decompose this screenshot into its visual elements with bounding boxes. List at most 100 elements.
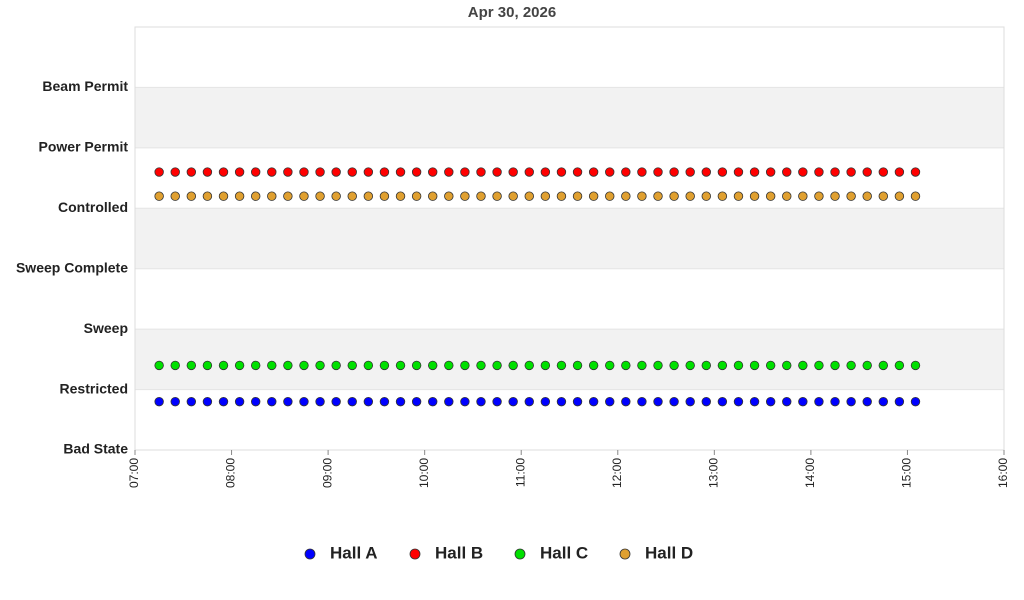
point <box>202 167 213 177</box>
point <box>347 360 357 371</box>
point <box>814 360 824 371</box>
point <box>733 360 744 371</box>
point <box>814 191 824 201</box>
point <box>749 191 760 201</box>
point <box>186 191 197 201</box>
point <box>283 167 293 177</box>
point <box>524 167 534 177</box>
point <box>234 191 245 201</box>
point <box>508 191 518 201</box>
point <box>798 191 808 201</box>
point <box>556 360 567 371</box>
point <box>846 191 856 201</box>
point <box>765 396 776 407</box>
point <box>910 360 921 371</box>
point <box>170 360 180 371</box>
point <box>540 360 551 371</box>
y-tick-label: Sweep Complete <box>16 259 128 275</box>
point <box>669 360 679 371</box>
point <box>411 167 422 177</box>
point <box>379 191 390 201</box>
point <box>572 167 583 177</box>
point <box>765 167 776 177</box>
point <box>605 167 615 177</box>
point <box>685 167 695 177</box>
point <box>862 360 872 371</box>
point <box>444 360 454 371</box>
x-tick-label: 12:00 <box>610 458 624 488</box>
legend-marker <box>304 548 316 560</box>
point <box>846 167 856 177</box>
point <box>830 191 840 201</box>
point <box>637 360 647 371</box>
point <box>411 191 422 201</box>
point <box>299 167 309 177</box>
point <box>910 191 921 201</box>
point <box>846 396 856 407</box>
point <box>154 360 164 371</box>
point <box>250 360 261 371</box>
point <box>814 396 824 407</box>
point <box>379 396 390 407</box>
point <box>749 360 760 371</box>
legend-marker <box>409 548 421 560</box>
point <box>331 167 341 177</box>
point <box>444 191 454 201</box>
legend-marker <box>514 548 526 560</box>
point <box>701 360 711 371</box>
y-tick-label: Restricted <box>60 380 128 396</box>
point <box>798 396 808 407</box>
point <box>460 360 470 371</box>
point <box>363 191 374 201</box>
point <box>894 360 905 371</box>
point <box>685 191 695 201</box>
x-tick-label: 08:00 <box>224 458 238 488</box>
point <box>572 396 583 407</box>
point <box>637 191 647 201</box>
point <box>572 191 583 201</box>
point <box>749 167 760 177</box>
point <box>186 396 197 407</box>
point <box>862 191 872 201</box>
point <box>556 396 567 407</box>
point <box>524 360 534 371</box>
point <box>765 360 776 371</box>
x-tick-label: 07:00 <box>127 458 141 488</box>
point <box>669 191 679 201</box>
point <box>524 396 534 407</box>
point <box>685 396 695 407</box>
point <box>234 167 245 177</box>
point <box>428 360 438 371</box>
point <box>701 396 711 407</box>
point <box>894 167 905 177</box>
point <box>798 360 808 371</box>
point <box>862 396 872 407</box>
point <box>154 167 164 177</box>
legend-label: Hall C <box>540 543 588 562</box>
point <box>765 191 776 201</box>
x-tick-label: 13:00 <box>707 458 721 488</box>
point <box>637 396 647 407</box>
point <box>910 396 921 407</box>
point <box>444 396 454 407</box>
point <box>540 191 551 201</box>
point <box>878 396 889 407</box>
point <box>653 396 663 407</box>
plot-border <box>134 26 1005 451</box>
point <box>331 396 341 407</box>
point <box>717 360 728 371</box>
point <box>717 167 728 177</box>
point <box>267 360 277 371</box>
point <box>605 396 615 407</box>
point <box>830 360 840 371</box>
point <box>798 167 808 177</box>
point <box>508 360 518 371</box>
x-tick-label: 16:00 <box>996 458 1010 488</box>
point <box>299 360 309 371</box>
point <box>460 396 470 407</box>
x-tick-label: 11:00 <box>513 458 527 487</box>
point <box>154 396 164 407</box>
point <box>492 360 502 371</box>
point <box>846 360 856 371</box>
point <box>331 360 341 371</box>
